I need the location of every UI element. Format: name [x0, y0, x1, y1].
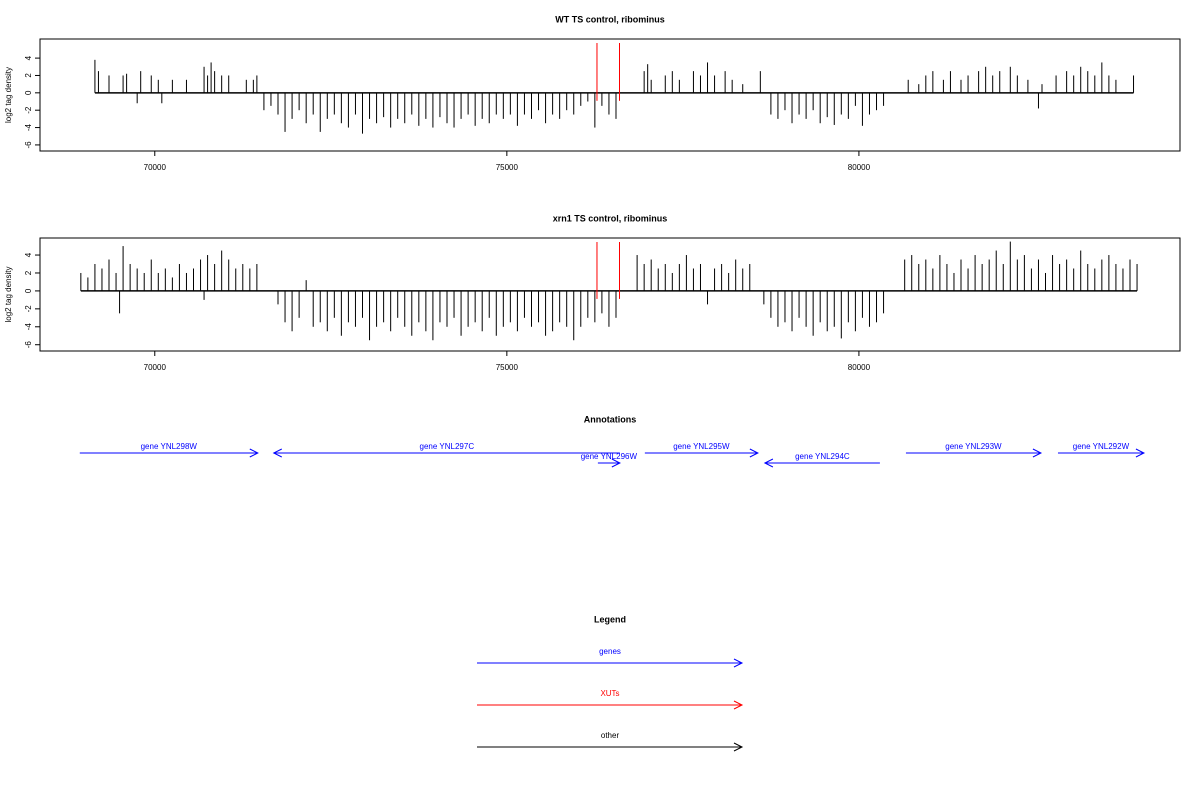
annotations-title: Annotations: [584, 414, 637, 424]
arrow-head: [1032, 448, 1043, 458]
y-tick-label: -4: [24, 123, 33, 131]
y-tick-label: 0: [24, 288, 33, 293]
y-tick-label: -6: [24, 341, 33, 349]
y-tick-label: -2: [24, 106, 33, 114]
legend-title: Legend: [594, 614, 626, 624]
arrow-head: [733, 700, 744, 710]
gene-label: gene YNL295W: [673, 442, 730, 451]
gene-label: gene YNL297C: [420, 442, 475, 451]
plot-frame: [39, 38, 1181, 152]
y-tick-label: -4: [24, 323, 33, 331]
legend-label: other: [601, 731, 620, 740]
gene-label: gene YNL298W: [141, 442, 198, 451]
arrow-head: [763, 458, 774, 468]
x-tick-label: 80000: [848, 363, 871, 372]
y-tick-label: -2: [24, 305, 33, 313]
legend-label: genes: [599, 647, 621, 656]
gene-label: gene YNL296W: [581, 452, 638, 461]
arrow-head: [733, 658, 744, 668]
chart-title: WT TS control, ribominus: [555, 14, 665, 24]
gene-label: gene YNL292W: [1073, 442, 1130, 451]
chart-title: xrn1 TS control, ribominus: [553, 213, 668, 223]
y-tick-label: 4: [24, 55, 33, 60]
x-tick-label: 80000: [848, 163, 871, 172]
legend-label: XUTs: [600, 689, 619, 698]
arrow-head: [733, 742, 744, 752]
arrow-head: [249, 448, 259, 458]
x-tick-label: 75000: [496, 363, 519, 372]
arrow-head: [1135, 448, 1146, 458]
y-tick-label: 2: [24, 73, 33, 78]
arrow-head: [749, 448, 759, 458]
x-tick-label: 70000: [144, 163, 167, 172]
x-tick-label: 70000: [144, 363, 167, 372]
gene-label: gene YNL294C: [795, 452, 850, 461]
y-tick-label: 0: [24, 90, 33, 95]
plot-frame: [39, 237, 1181, 352]
y-tick-label: -6: [24, 141, 33, 149]
x-tick-label: 75000: [496, 163, 519, 172]
gene-label: gene YNL293W: [945, 442, 1002, 451]
y-tick-label: 2: [24, 270, 33, 275]
arrow-head: [611, 458, 621, 468]
y-axis-label: log2 tag density: [4, 266, 13, 322]
y-tick-label: 4: [24, 252, 33, 257]
y-axis-label: log2 tag density: [4, 67, 13, 123]
arrow-head: [272, 448, 282, 458]
